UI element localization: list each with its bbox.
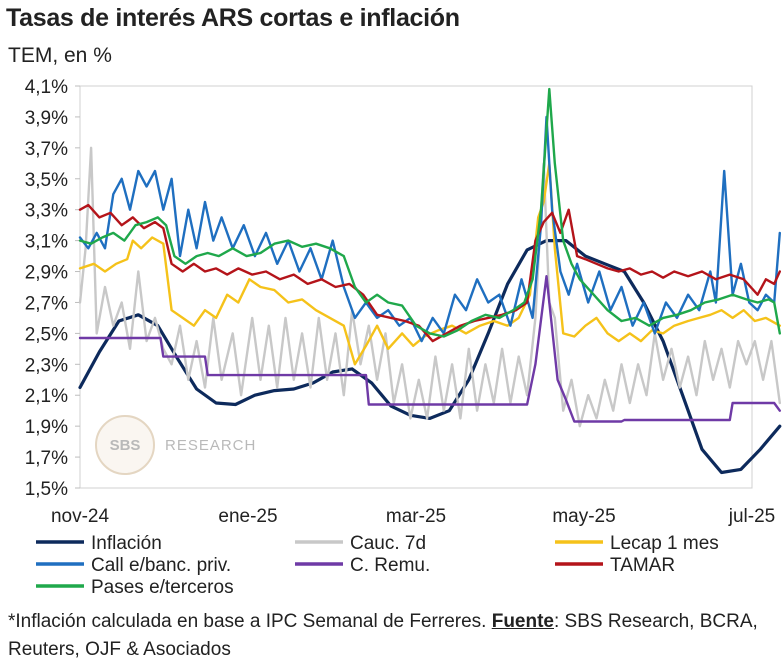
series-line-0: [78, 239, 782, 475]
footnote: *Inflación calculada en base a IPC Seman…: [8, 608, 778, 664]
legend-label-5: TAMAR: [610, 555, 675, 576]
series-line-5: [78, 203, 781, 343]
source-text: : SBS Research, BCRA, Reuters, OJF & Aso…: [8, 611, 758, 660]
source-label: Fuente: [491, 611, 554, 632]
x-tick-label: jul-25: [728, 506, 775, 527]
x-tick-label: nov-24: [51, 506, 110, 527]
y-tick-label: 2,7%: [25, 293, 68, 314]
sbs-logo-icon: SBS: [95, 415, 155, 475]
x-tick-label: may-25: [552, 506, 615, 527]
y-tick-label: 1,5%: [25, 479, 68, 500]
plot-frame: [79, 85, 753, 489]
y-tick-label: 1,9%: [25, 417, 68, 438]
series-line-2: [78, 162, 781, 366]
y-tick-label: 3,7%: [25, 139, 68, 160]
y-tick-label: 1,7%: [25, 448, 68, 469]
legend-label-2: Lecap 1 mes: [610, 533, 719, 554]
y-tick-label: 2,1%: [25, 386, 68, 407]
chart-title: Tasas de interés ARS cortas e inflación: [6, 4, 460, 32]
legend-label-4: C. Remu.: [350, 555, 430, 576]
legend-label-6: Pases e/terceros: [91, 577, 234, 598]
legend-label-1: Cauc. 7d: [350, 533, 426, 554]
y-tick-label: 4,1%: [25, 77, 68, 98]
chart-subtitle: TEM, en %: [8, 44, 112, 67]
y-tick-label: 3,3%: [25, 201, 68, 222]
y-tick-label: 2,5%: [25, 324, 68, 345]
y-tick-label: 3,1%: [25, 232, 68, 253]
y-tick-label: 3,5%: [25, 170, 68, 191]
y-tick-label: 3,9%: [25, 108, 68, 129]
y-tick-label: 2,9%: [25, 263, 68, 284]
legend-label-0: Inflación: [91, 533, 162, 554]
series-line-4: [78, 275, 781, 423]
x-tick-label: mar-25: [386, 506, 446, 527]
watermark-text: RESEARCH: [165, 436, 257, 454]
footnote-prefix: *Inflación calculada en base a IPC Seman…: [8, 611, 492, 632]
y-tick-label: 2,3%: [25, 355, 68, 376]
sbs-watermark: SBS RESEARCH: [95, 415, 256, 475]
legend-label-3: Call e/banc. priv.: [91, 555, 231, 576]
series-line-3: [78, 115, 781, 343]
series-line-6: [78, 87, 781, 338]
series-line-1: [78, 146, 781, 428]
x-tick-label: ene-25: [218, 506, 277, 527]
